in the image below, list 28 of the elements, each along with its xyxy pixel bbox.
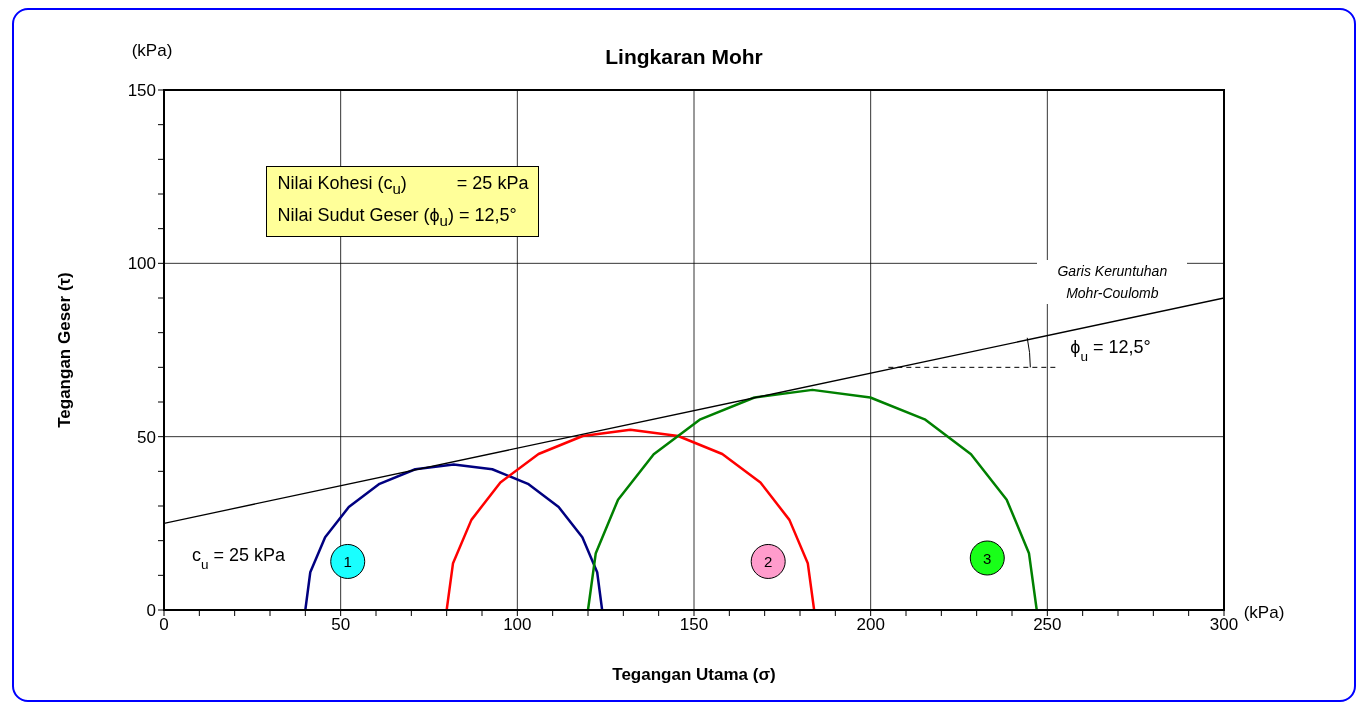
annotation: 2 (764, 553, 773, 571)
x-axis-title: Tegangan Utama (σ) (612, 665, 776, 684)
annotation: Nilai Sudut Geser (ϕ$_{u}$) = 12,5° (277, 203, 518, 231)
info-box: Nilai Kohesi (c$_{u}$) = 25 kPa Nilai Sudut Geser (ϕ$_{u}$) = 12,5° (266, 166, 540, 238)
text: (kPa) (131, 41, 173, 60)
annotation: 3 (983, 550, 992, 567)
line-series (445, 428, 816, 610)
text: (kPa) (1243, 603, 1285, 622)
annotation: Nilai Kohesi (c$_{u}$) = 25 kPa (277, 172, 529, 199)
y-axis-title: Tegangan Geser (τ) (55, 272, 75, 428)
x-tick-label: 200 (856, 615, 885, 635)
y-tick-label: 0 (146, 601, 156, 621)
annotation: c$_{u}$ = 25 kPa (192, 545, 287, 572)
y-tick-label: 50 (137, 427, 156, 447)
chart-title: Lingkaran Mohr (605, 45, 763, 68)
line-series (304, 463, 604, 610)
y-tick-label: 100 (127, 254, 156, 274)
x-tick-label: 150 (679, 615, 709, 635)
line-series (586, 388, 1038, 610)
y-tick-label: 150 (127, 81, 156, 101)
x-tick-label: 250 (1033, 615, 1062, 635)
annotation: 1 (343, 553, 352, 571)
x-tick-label: 100 (503, 615, 532, 635)
x-tick-label: 300 (1209, 615, 1239, 635)
x-tick-label: 0 (159, 615, 169, 635)
annotation: Garis Keruntuhan Mohr-Coulomb (1037, 259, 1188, 304)
x-tick-label: 50 (331, 615, 351, 635)
annotation: ϕ$_{u}$ = 12,5° (1070, 337, 1151, 364)
